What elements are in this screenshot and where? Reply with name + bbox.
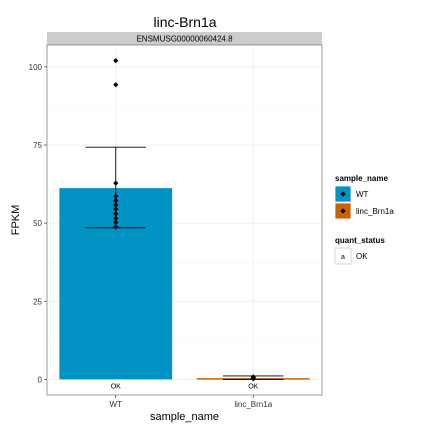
y-tick-label: 75 xyxy=(33,141,42,150)
y-tick-label: 100 xyxy=(29,63,43,72)
legend: sample_name WT linc_Brn1a quant_status a O… xyxy=(334,174,394,265)
legend-key-glyph: a xyxy=(341,254,345,261)
legend-fill-title: sample_name xyxy=(335,174,388,183)
point-WT xyxy=(113,198,119,204)
legend-label-linc_Brn1a: linc_Brn1a xyxy=(356,207,394,216)
point-WT xyxy=(113,224,119,230)
facet-strip-label: ENSMUSG00000060424.8 xyxy=(136,35,233,44)
point-WT xyxy=(113,219,119,226)
point-WT xyxy=(113,82,119,88)
y-tick-label: 50 xyxy=(33,219,42,228)
x-axis: WT linc_Brn1a xyxy=(110,395,273,409)
point-WT xyxy=(113,193,119,199)
y-tick-label: 0 xyxy=(38,375,43,384)
point-WT xyxy=(113,180,119,186)
x-tick-label: WT xyxy=(110,400,123,409)
legend-text-items: a OK xyxy=(334,247,368,265)
y-tick-label: 25 xyxy=(33,297,42,306)
legend-key-text-OK xyxy=(334,247,352,265)
legend-text-title: quant_status xyxy=(335,236,385,245)
y-axis: 0 25 50 75 100 xyxy=(29,63,47,384)
point-WT xyxy=(113,211,119,217)
legend-fill-items: WT linc_Brn1a xyxy=(334,185,394,220)
legend-key-point-linc_Brn1a xyxy=(340,208,346,214)
legend-label-OK: OK xyxy=(356,252,368,261)
legend-label-WT: WT xyxy=(356,190,369,199)
y-axis-label: FPKM xyxy=(10,205,22,236)
x-tick-label: linc_Brn1a xyxy=(234,400,272,409)
point-WT xyxy=(113,215,119,222)
point-WT xyxy=(113,206,119,212)
facet-strip xyxy=(47,32,322,45)
quant-status-label: OK xyxy=(248,383,258,390)
point-linc_Brn1a xyxy=(250,374,256,380)
chart-title: linc-Brn1a xyxy=(153,14,216,30)
point-WT xyxy=(113,202,119,208)
quant-status-label: OK xyxy=(111,383,121,390)
point-WT xyxy=(113,58,119,64)
legend-key-point-WT xyxy=(340,191,346,197)
data-points xyxy=(113,58,256,382)
x-axis-label: sample_name xyxy=(150,411,219,423)
quant-status-labels: OK OK xyxy=(111,383,259,390)
